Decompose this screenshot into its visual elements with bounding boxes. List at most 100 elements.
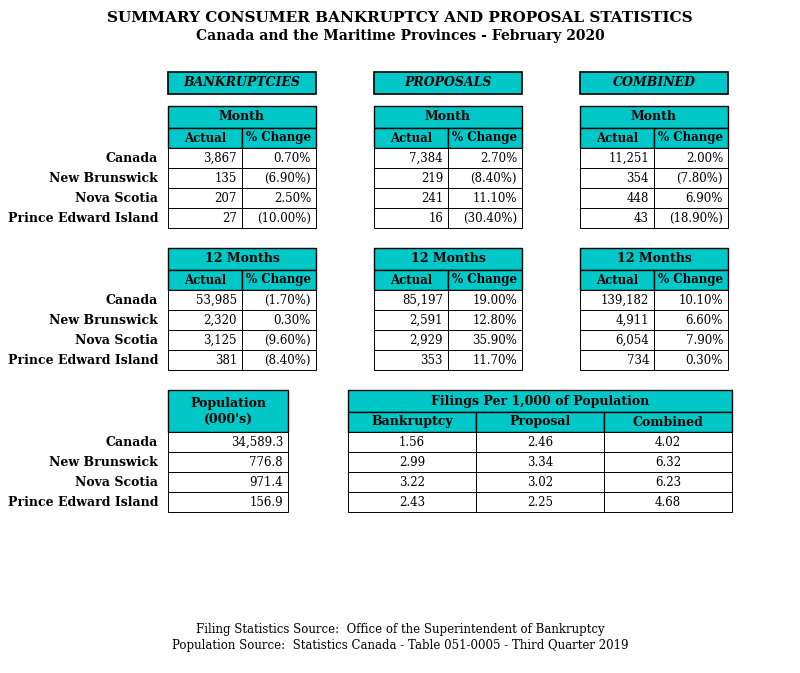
Bar: [168, 168, 242, 188]
Text: Canada: Canada: [106, 435, 158, 448]
Text: Canada and the Maritime Provinces - February 2020: Canada and the Maritime Provinces - Febr…: [196, 29, 604, 43]
Bar: [168, 432, 288, 452]
Bar: [448, 290, 522, 310]
Bar: [242, 188, 316, 208]
Bar: [374, 106, 522, 128]
Text: 3,125: 3,125: [203, 334, 237, 347]
Bar: [374, 148, 448, 168]
Text: 2.43: 2.43: [399, 495, 425, 509]
Text: % Change: % Change: [246, 131, 311, 145]
Bar: [476, 432, 604, 452]
Bar: [476, 492, 604, 512]
Bar: [242, 310, 316, 330]
Bar: [168, 248, 316, 270]
Text: Combined: Combined: [633, 415, 703, 429]
Text: Prince Edward Island: Prince Edward Island: [7, 353, 158, 367]
Text: New Brunswick: New Brunswick: [50, 314, 158, 326]
Text: 734: 734: [626, 353, 649, 367]
Bar: [374, 208, 448, 228]
Bar: [604, 452, 732, 472]
Text: 354: 354: [626, 172, 649, 184]
Bar: [604, 472, 732, 492]
Bar: [448, 330, 522, 350]
Text: 135: 135: [214, 172, 237, 184]
Bar: [348, 492, 476, 512]
Text: % Change: % Change: [453, 273, 518, 287]
Bar: [168, 208, 242, 228]
Text: Month: Month: [631, 110, 677, 124]
Text: 207: 207: [214, 192, 237, 205]
Text: 3.34: 3.34: [527, 456, 553, 468]
Bar: [448, 310, 522, 330]
Text: 4,911: 4,911: [615, 314, 649, 326]
Bar: [654, 290, 728, 310]
Bar: [374, 270, 448, 290]
Text: 353: 353: [421, 353, 443, 367]
Bar: [654, 330, 728, 350]
Bar: [654, 350, 728, 370]
Text: Actual: Actual: [390, 273, 432, 287]
Text: 1.56: 1.56: [399, 435, 425, 448]
Text: 16: 16: [428, 211, 443, 225]
Bar: [242, 270, 316, 290]
Bar: [242, 148, 316, 168]
Text: 11,251: 11,251: [608, 151, 649, 164]
Text: 2.00%: 2.00%: [686, 151, 723, 164]
Text: Actual: Actual: [596, 273, 638, 287]
Bar: [242, 350, 316, 370]
Text: (9.60%): (9.60%): [264, 334, 311, 347]
Text: (30.40%): (30.40%): [463, 211, 517, 225]
Bar: [168, 188, 242, 208]
Bar: [374, 72, 522, 94]
Text: 2,320: 2,320: [203, 314, 237, 326]
Bar: [348, 390, 732, 412]
Text: (10.00%): (10.00%): [257, 211, 311, 225]
Bar: [580, 168, 654, 188]
Bar: [168, 106, 316, 128]
Text: New Brunswick: New Brunswick: [50, 172, 158, 184]
Bar: [168, 350, 242, 370]
Bar: [580, 188, 654, 208]
Bar: [242, 208, 316, 228]
Text: 11.10%: 11.10%: [473, 192, 517, 205]
Bar: [374, 248, 522, 270]
Bar: [654, 188, 728, 208]
Bar: [374, 168, 448, 188]
Text: Filings Per 1,000 of Population: Filings Per 1,000 of Population: [431, 394, 649, 407]
Text: 6.32: 6.32: [655, 456, 681, 468]
Bar: [448, 208, 522, 228]
Text: COMBINED: COMBINED: [613, 77, 695, 90]
Text: Filing Statistics Source:  Office of the Superintendent of Bankruptcy: Filing Statistics Source: Office of the …: [196, 623, 604, 637]
Text: 0.70%: 0.70%: [274, 151, 311, 164]
Bar: [580, 310, 654, 330]
Text: 776.8: 776.8: [250, 456, 283, 468]
Text: 2.50%: 2.50%: [274, 192, 311, 205]
Bar: [580, 72, 728, 94]
Text: 139,182: 139,182: [601, 293, 649, 306]
Bar: [476, 472, 604, 492]
Text: 4.68: 4.68: [655, 495, 681, 509]
Bar: [580, 270, 654, 290]
Text: 27: 27: [222, 211, 237, 225]
Text: PROPOSALS: PROPOSALS: [404, 77, 492, 90]
Text: 12.80%: 12.80%: [473, 314, 517, 326]
Text: (18.90%): (18.90%): [669, 211, 723, 225]
Bar: [374, 188, 448, 208]
Bar: [448, 188, 522, 208]
Text: 6,054: 6,054: [615, 334, 649, 347]
Text: 10.10%: 10.10%: [678, 293, 723, 306]
Text: % Change: % Change: [658, 273, 723, 287]
Bar: [654, 270, 728, 290]
Text: Actual: Actual: [596, 131, 638, 145]
Text: 19.00%: 19.00%: [472, 293, 517, 306]
Text: Nova Scotia: Nova Scotia: [75, 334, 158, 347]
Text: 6.90%: 6.90%: [686, 192, 723, 205]
Text: Proposal: Proposal: [510, 415, 570, 429]
Text: (7.80%): (7.80%): [677, 172, 723, 184]
Bar: [604, 432, 732, 452]
Bar: [448, 128, 522, 148]
Bar: [168, 492, 288, 512]
Text: Actual: Actual: [184, 273, 226, 287]
Text: 2.25: 2.25: [527, 495, 553, 509]
Text: (8.40%): (8.40%): [470, 172, 517, 184]
